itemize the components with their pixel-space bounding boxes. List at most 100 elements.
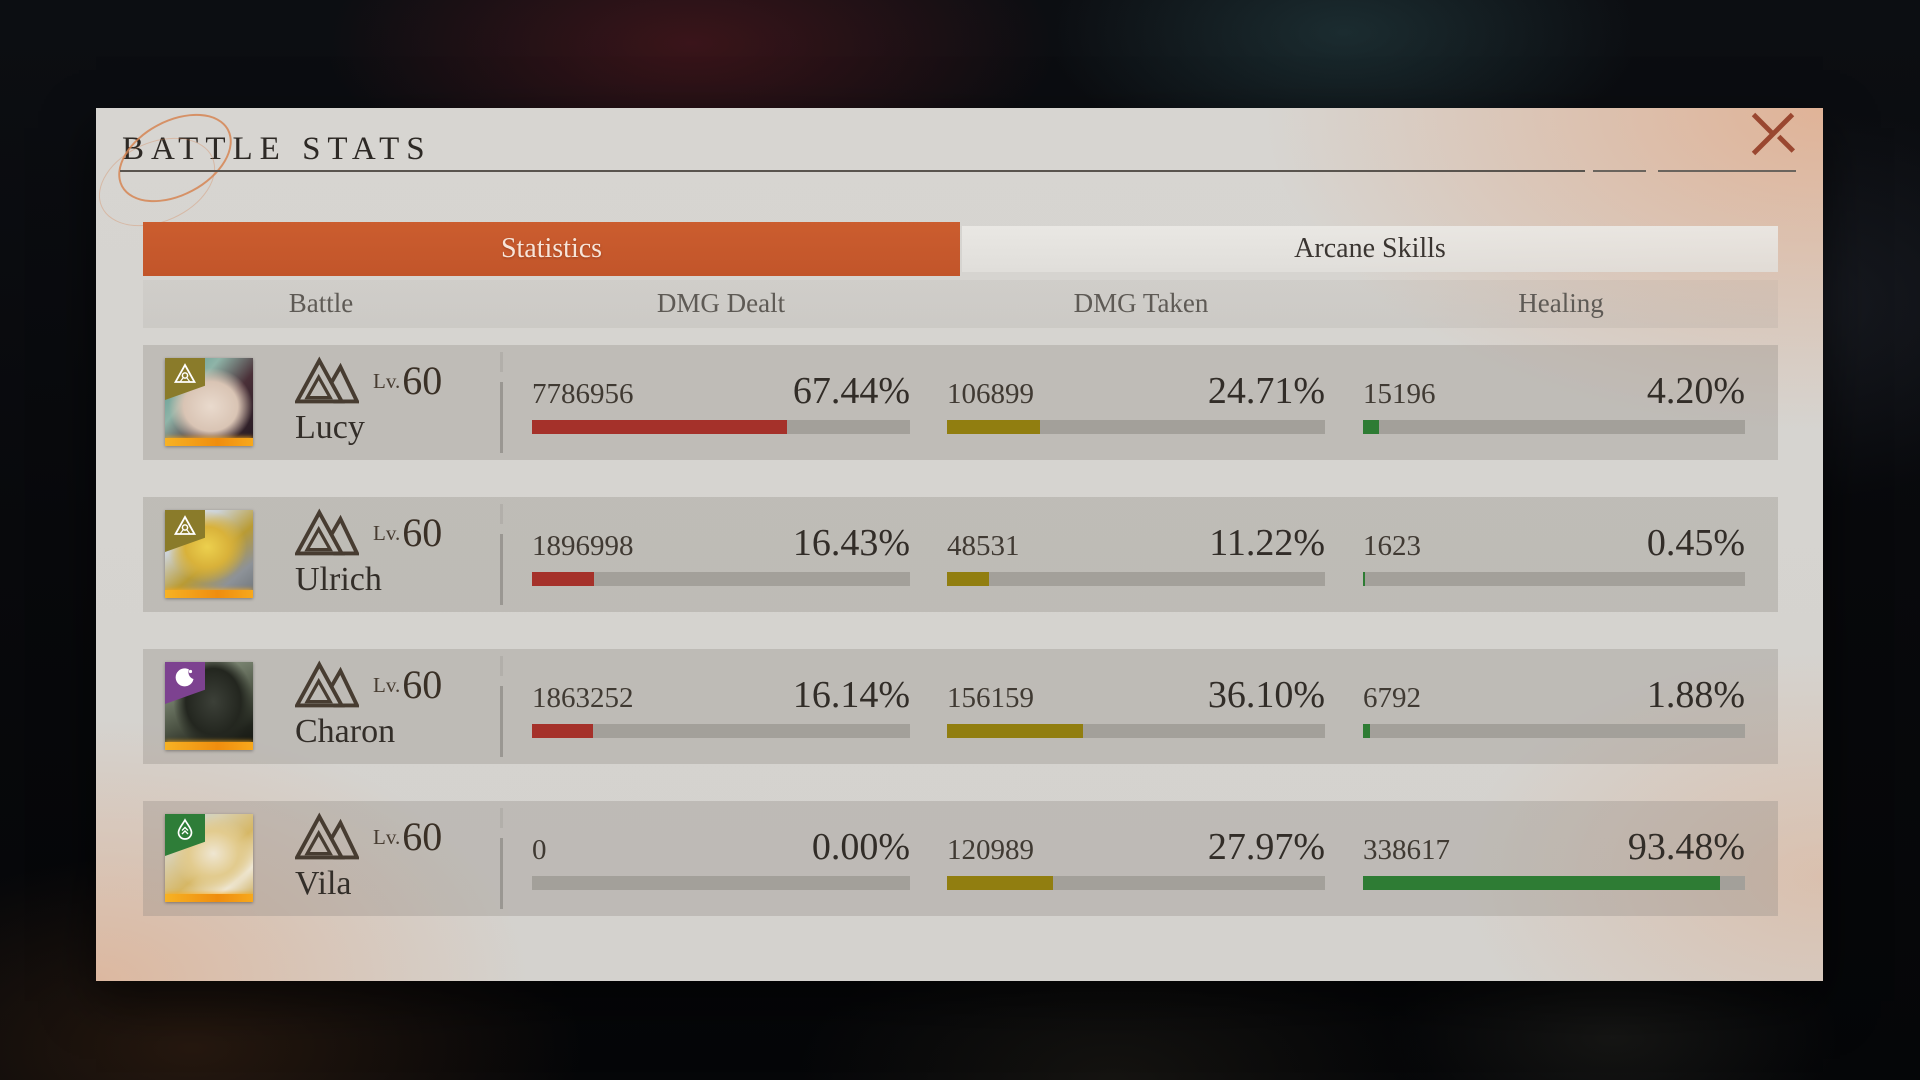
stat-dmg-dealt: 1863252 16.14% [532,673,910,738]
healing-value: 15196 [1363,378,1436,410]
element-badge [165,662,205,704]
stat-dmg-dealt: 0 0.00% [532,825,910,890]
close-button[interactable] [1741,102,1805,166]
dmg-dealt-value: 7786956 [532,378,634,410]
character-name: Vila [295,865,352,902]
faction-emblem-icon [295,812,359,860]
healing-bar [1363,420,1745,434]
healing-percent: 93.48% [1627,826,1745,868]
dmg-dealt-value: 0 [532,834,547,866]
row-separator-line [500,808,503,909]
dmg-taken-bar-fill [947,420,1041,434]
healing-bar-fill [1363,876,1721,890]
level-label: Lv. [373,368,401,393]
level-label: Lv. [373,824,401,849]
character-stats-row[interactable]: Lv. 60 Charon 1863252 16.14% 156159 36.1… [143,649,1778,764]
character-identity: Lv. 60 Ulrich [295,507,525,602]
character-stats-row[interactable]: Lv. 60 Ulrich 1896998 16.43% 48531 11.22… [143,497,1778,612]
dmg-dealt-bar [532,724,910,738]
character-stats-row[interactable]: Lv. 60 Lucy 7786956 67.44% 106899 24.71%… [143,345,1778,460]
avatar-rarity-strip [165,590,253,598]
level-label: Lv. [373,520,401,545]
character-identity: Lv. 60 Charon [295,659,525,754]
dmg-taken-bar [947,420,1325,434]
character-name: Ulrich [295,561,382,598]
stat-dmg-dealt: 1896998 16.43% [532,521,910,586]
dmg-dealt-value: 1896998 [532,530,634,562]
stat-healing: 6792 1.88% [1363,673,1745,738]
healing-percent: 0.45% [1646,522,1745,564]
row-separator-line [500,656,503,757]
character-avatar [165,814,253,902]
dmg-taken-value: 120989 [947,834,1034,866]
delta-element-icon [173,363,197,383]
battle-stats-dialog: BATTLE STATS Statistics Arcane Skills Ba… [85,95,1823,981]
element-badge [165,814,205,856]
healing-bar-fill [1363,572,1365,586]
dmg-dealt-bar [532,572,910,586]
element-badge [165,358,205,400]
dmg-dealt-bar-fill [532,724,593,738]
dmg-taken-bar [947,876,1325,890]
character-avatar [165,510,253,598]
lunar-element-icon [175,668,194,687]
tab-arcane-skills-label: Arcane Skills [1294,233,1446,264]
character-name: Lucy [295,409,365,446]
healing-value: 1623 [1363,530,1421,562]
tab-statistics[interactable]: Statistics [143,222,960,276]
delta-element-icon [173,515,197,535]
dmg-taken-percent: 36.10% [1207,674,1325,716]
dmg-taken-percent: 11.22% [1209,522,1325,564]
title-divider-dash-1 [1593,170,1646,172]
dmg-taken-percent: 27.97% [1207,826,1325,868]
level-label: Lv. [373,672,401,697]
column-header-battle: Battle [288,288,354,318]
stat-dmg-taken: 106899 24.71% [947,369,1325,434]
tab-arcane-skills[interactable]: Arcane Skills [962,226,1778,272]
character-identity: Lv. 60 Lucy [295,355,525,450]
verdant-element-icon [177,818,193,840]
column-header-dmg-dealt: DMG Dealt [656,288,786,318]
character-stats-row[interactable]: Lv. 60 Vila 0 0.00% 120989 27.97% 338617… [143,801,1778,916]
stat-healing: 15196 4.20% [1363,369,1745,434]
level-value: 60 [402,358,443,403]
dmg-taken-value: 48531 [947,530,1020,562]
avatar-rarity-strip [165,894,253,902]
healing-percent: 1.88% [1646,674,1745,716]
healing-bar [1363,724,1745,738]
element-badge [165,510,205,552]
character-identity: Lv. 60 Vila [295,811,525,906]
row-separator-line [500,352,503,453]
dmg-taken-percent: 24.71% [1207,370,1325,412]
dmg-dealt-percent: 0.00% [811,826,910,868]
healing-bar [1363,876,1745,890]
title-divider-dash-2 [1658,170,1796,172]
stat-dmg-taken: 156159 36.10% [947,673,1325,738]
dmg-taken-bar-fill [947,724,1084,738]
character-avatar [165,662,253,750]
character-name: Charon [295,713,396,750]
faction-emblem-icon [295,356,359,404]
dmg-dealt-value: 1863252 [532,682,634,714]
healing-bar [1363,572,1745,586]
page-title-text: BATTLE STATS [122,130,432,167]
dmg-taken-value: 156159 [947,682,1034,714]
dmg-taken-bar [947,572,1325,586]
tab-bar: Statistics Arcane Skills [143,222,1778,278]
stat-healing: 1623 0.45% [1363,521,1745,586]
dmg-dealt-percent: 16.43% [792,522,910,564]
close-icon [1751,112,1796,156]
avatar-rarity-strip [165,742,253,750]
healing-value: 338617 [1363,834,1450,866]
dmg-taken-bar-fill [947,876,1053,890]
column-header-row: Battle DMG Dealt DMG Taken Healing [143,280,1778,328]
dmg-dealt-percent: 67.44% [792,370,910,412]
avatar-rarity-strip [165,438,253,446]
healing-bar-fill [1363,724,1371,738]
dmg-taken-value: 106899 [947,378,1034,410]
dmg-dealt-bar [532,420,910,434]
healing-value: 6792 [1363,682,1421,714]
dmg-dealt-bar [532,876,910,890]
dmg-taken-bar [947,724,1325,738]
stat-healing: 338617 93.48% [1363,825,1745,890]
